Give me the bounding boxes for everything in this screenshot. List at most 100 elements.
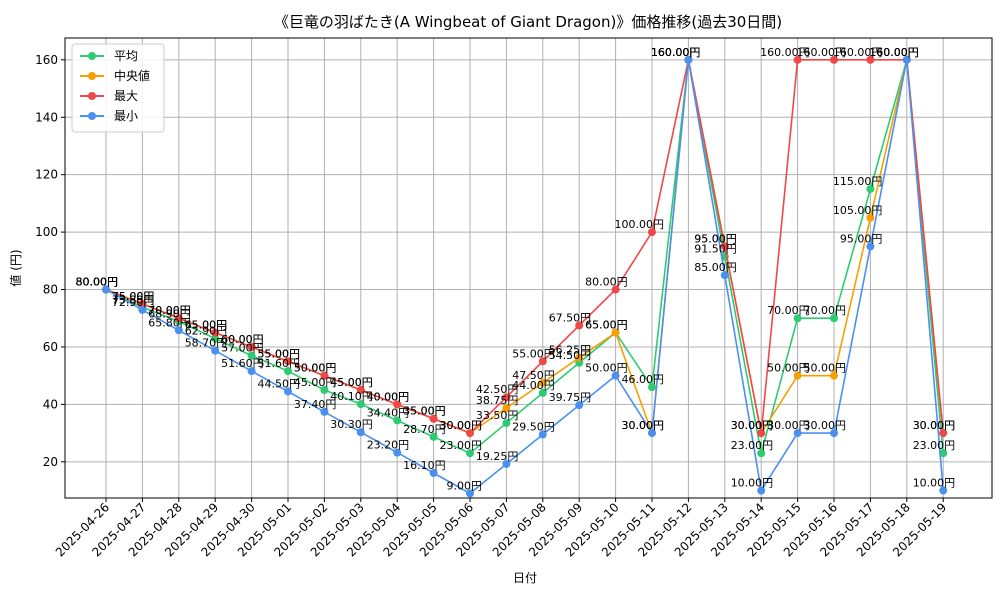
data-label-max-8: 40.00円 xyxy=(367,390,410,403)
data-label-mean-19: 70.00円 xyxy=(767,304,810,317)
data-label-mean-1: 73.80円 xyxy=(112,293,155,306)
data-label-max-5: 55.00円 xyxy=(258,347,301,360)
legend: 平均 中央値 最大 最小 xyxy=(71,43,165,133)
data-label-min-11: 19.25円 xyxy=(476,450,519,463)
data-label-mean-6: 45.00円 xyxy=(294,376,337,389)
point-min-12 xyxy=(538,430,547,439)
point-max-12 xyxy=(538,357,547,366)
point-min-8 xyxy=(393,448,402,457)
point-min-6 xyxy=(320,407,329,416)
y-axis-ticks: 20 40 60 80 100 120 140 160 xyxy=(35,53,65,469)
data-label-median-7: 45.00円 xyxy=(330,376,373,389)
data-label-median-23: 30.00円 xyxy=(913,419,956,432)
point-max-3 xyxy=(211,328,220,337)
data-label-median-21: 105.00円 xyxy=(833,204,883,217)
point-max-1 xyxy=(138,299,147,308)
data-label-min-15: 30.00円 xyxy=(622,419,665,432)
data-label-max-12: 55.00円 xyxy=(512,347,555,360)
data-label-max-0: 80.00円 xyxy=(76,276,119,289)
data-label-median-10: 30.00円 xyxy=(440,419,483,432)
data-label-min-13: 39.75円 xyxy=(549,391,592,404)
point-max-11 xyxy=(502,393,511,402)
data-label-min-18: 10.00円 xyxy=(731,477,774,490)
data-label-mean-7: 40.10円 xyxy=(330,390,373,403)
data-label-median-17: 95.00円 xyxy=(694,232,737,245)
data-label-median-9: 35.00円 xyxy=(403,405,446,418)
data-label-max-15: 100.00円 xyxy=(615,218,665,231)
point-median-20 xyxy=(830,371,838,380)
legend-label-min: 最小 xyxy=(114,109,138,123)
point-mean-4 xyxy=(247,351,256,360)
point-min-1 xyxy=(138,305,147,314)
series-group xyxy=(102,55,948,498)
point-mean-21 xyxy=(866,185,875,194)
data-label-max-16: 160.00円 xyxy=(651,46,701,59)
data-label-mean-14: 65.00円 xyxy=(585,319,628,332)
data-label-min-23: 10.00円 xyxy=(913,477,956,490)
data-label-mean-17: 91.50円 xyxy=(694,243,737,256)
data-label-mean-13: 54.50円 xyxy=(549,349,592,362)
data-label-max-4: 60.00円 xyxy=(221,333,264,346)
data-label-min-3: 58.70円 xyxy=(185,337,228,350)
legend-marker-min xyxy=(88,112,96,120)
point-max-17 xyxy=(720,242,729,251)
point-min-15 xyxy=(648,429,656,438)
y-tick-label-2: 60 xyxy=(43,340,58,354)
point-max-15 xyxy=(648,228,656,237)
chart-title: 《巨竜の羽ばたき(A Wingbeat of Giant Dragon)》価格推… xyxy=(274,13,782,31)
data-label-mean-10: 23.00円 xyxy=(440,439,483,452)
point-max-6 xyxy=(320,371,329,380)
data-label-min-0: 80.00円 xyxy=(76,276,119,289)
data-label-mean-11: 33.50円 xyxy=(476,409,519,422)
data-label-median-6: 50.00円 xyxy=(294,362,337,375)
y-tick-label-1: 40 xyxy=(43,397,58,411)
data-label-min-4: 51.60円 xyxy=(221,357,264,370)
data-label-median-4: 60.00円 xyxy=(221,333,264,346)
point-min-14 xyxy=(611,371,620,380)
data-label-mean-9: 28.70円 xyxy=(403,423,446,436)
data-label-min-20: 30.00円 xyxy=(804,419,847,432)
point-min-18 xyxy=(757,486,766,495)
data-label-min-9: 16.10円 xyxy=(403,459,446,472)
data-label-max-1: 75.00円 xyxy=(112,290,155,303)
data-label-min-7: 30.30円 xyxy=(330,418,373,431)
point-min-4 xyxy=(247,367,256,376)
point-mean-12 xyxy=(538,388,547,397)
data-label-mean-21: 115.00円 xyxy=(833,175,883,188)
data-label-mean-22: 160.00円 xyxy=(869,46,919,59)
point-max-13 xyxy=(575,321,584,330)
point-mean-11 xyxy=(502,419,511,428)
point-min-23 xyxy=(939,486,948,495)
data-label-median-22: 160.00円 xyxy=(869,46,919,59)
data-label-mean-15: 46.00円 xyxy=(622,373,665,386)
point-min-16 xyxy=(684,55,693,64)
point-mean-15 xyxy=(648,383,656,392)
data-label-median-2: 70.00円 xyxy=(148,304,191,317)
y-tick-label-7: 160 xyxy=(35,53,58,67)
data-label-min-1: 72.90円 xyxy=(112,296,155,309)
data-label-mean-23: 23.00円 xyxy=(913,439,956,452)
point-max-9 xyxy=(429,414,438,423)
point-median-12 xyxy=(538,378,547,387)
data-label-min-17: 85.00円 xyxy=(694,261,737,274)
point-min-5 xyxy=(284,387,292,396)
point-min-9 xyxy=(429,469,438,478)
legend-entry-1: 中央値 xyxy=(80,68,150,83)
point-max-20 xyxy=(830,55,838,64)
data-label-min-19: 30.00円 xyxy=(767,419,810,432)
point-mean-9 xyxy=(429,432,438,441)
data-label-mean-20: 70.00円 xyxy=(804,304,847,317)
point-max-5 xyxy=(284,357,292,366)
data-label-median-1: 75.00円 xyxy=(112,290,155,303)
y-tick-label-3: 80 xyxy=(43,283,58,297)
point-min-20 xyxy=(830,429,838,438)
data-label-max-20: 160.00円 xyxy=(797,46,847,59)
data-label-max-11: 42.50円 xyxy=(476,383,519,396)
data-label-min-8: 23.20円 xyxy=(367,439,410,452)
data-label-max-18: 30.00円 xyxy=(731,419,774,432)
x-axis-label: 日付 xyxy=(513,571,537,585)
legend-label-median: 中央値 xyxy=(114,68,150,83)
point-mean-19 xyxy=(793,314,802,323)
